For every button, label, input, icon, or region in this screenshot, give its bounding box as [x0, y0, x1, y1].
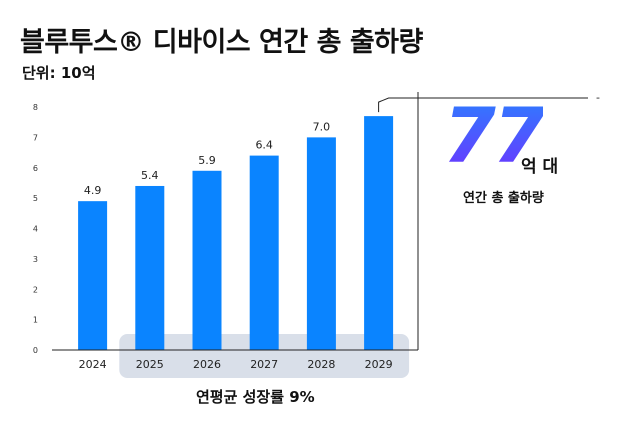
- y-tick-label: 7: [33, 133, 38, 142]
- x-tick-label-2029: 2029: [365, 358, 393, 371]
- highlight-band: [119, 334, 410, 378]
- callout-leader-line: [378, 97, 588, 113]
- x-tick-label-2024: 2024: [79, 358, 107, 371]
- data-label-2028: 7.0: [313, 120, 331, 133]
- data-label-2027: 6.4: [255, 139, 273, 152]
- y-tick-label: 6: [33, 164, 38, 173]
- bar-2025: [135, 185, 165, 350]
- data-label-2024: 4.9: [84, 184, 102, 197]
- data-label-2025: 5.4: [141, 169, 159, 182]
- x-tick-label-2027: 2027: [250, 358, 278, 371]
- callout-value: 77: [443, 91, 546, 180]
- bar-2027: [249, 155, 279, 350]
- callout-dash: -: [596, 91, 600, 104]
- x-tick-label-2026: 2026: [193, 358, 221, 371]
- y-tick-label: 2: [33, 285, 38, 294]
- y-tick-label: 0: [33, 346, 38, 355]
- bar-2026: [192, 170, 222, 350]
- y-tick-label: 3: [33, 255, 38, 264]
- x-tick-label-2025: 2025: [136, 358, 164, 371]
- bar-2029: [364, 116, 394, 350]
- y-tick-label: 8: [33, 103, 38, 112]
- bar-2028: [306, 137, 336, 350]
- callout-caption: 연간 총 출하량: [463, 191, 544, 206]
- callout-unit: 억 대: [521, 157, 559, 177]
- y-tick-label: 4: [33, 225, 38, 234]
- data-label-2026: 5.9: [198, 154, 216, 167]
- chart-title: 블루투스® 디바이스 연간 총 출하량: [20, 27, 423, 58]
- x-tick-label-2028: 2028: [307, 358, 335, 371]
- unit-label: 단위: 10억: [22, 64, 96, 82]
- bar-2024: [78, 201, 108, 350]
- cagr-label: 연평균 성장률 9%: [196, 388, 315, 406]
- y-tick-label: 5: [33, 194, 38, 203]
- y-tick-label: 1: [33, 316, 38, 325]
